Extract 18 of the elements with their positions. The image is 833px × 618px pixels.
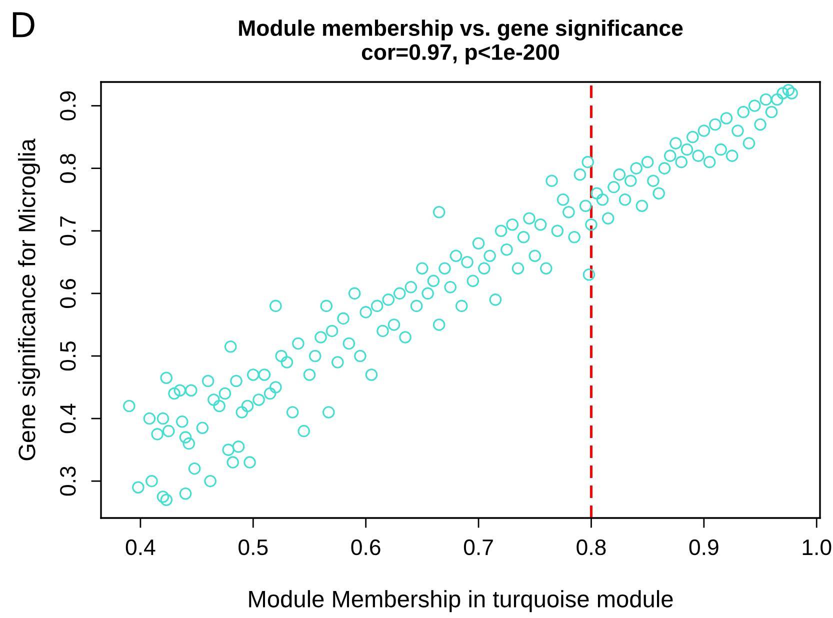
y-axis-title: Gene significance for Microglia (18, 138, 40, 460)
x-tick-label: 0.5 (238, 539, 268, 556)
y-tick-label: 0.4 (60, 404, 76, 434)
x-tick-label: 0.4 (126, 539, 156, 556)
x-tick-label: 0.6 (351, 539, 380, 556)
x-tick-label: 1.0 (802, 539, 832, 556)
y-tick-label: 0.9 (60, 91, 76, 120)
y-tick-label: 0.5 (60, 341, 76, 371)
x-tick-label: 0.9 (689, 539, 718, 556)
y-tick-label: 0.8 (60, 154, 76, 183)
x-axis-title: Module Membership in turquoise module (249, 590, 673, 612)
x-tick-label: 0.7 (464, 539, 493, 556)
y-tick-label: 0.6 (60, 278, 76, 308)
x-tick-label: 0.8 (576, 539, 606, 556)
text: D (12, 12, 34, 38)
y-tick-label: 0.7 (60, 216, 76, 246)
y-tick-label: 0.3 (60, 466, 76, 496)
chart-title: Module membership vs. gene significance cor=0.97, p<1e-200 (239, 20, 683, 64)
